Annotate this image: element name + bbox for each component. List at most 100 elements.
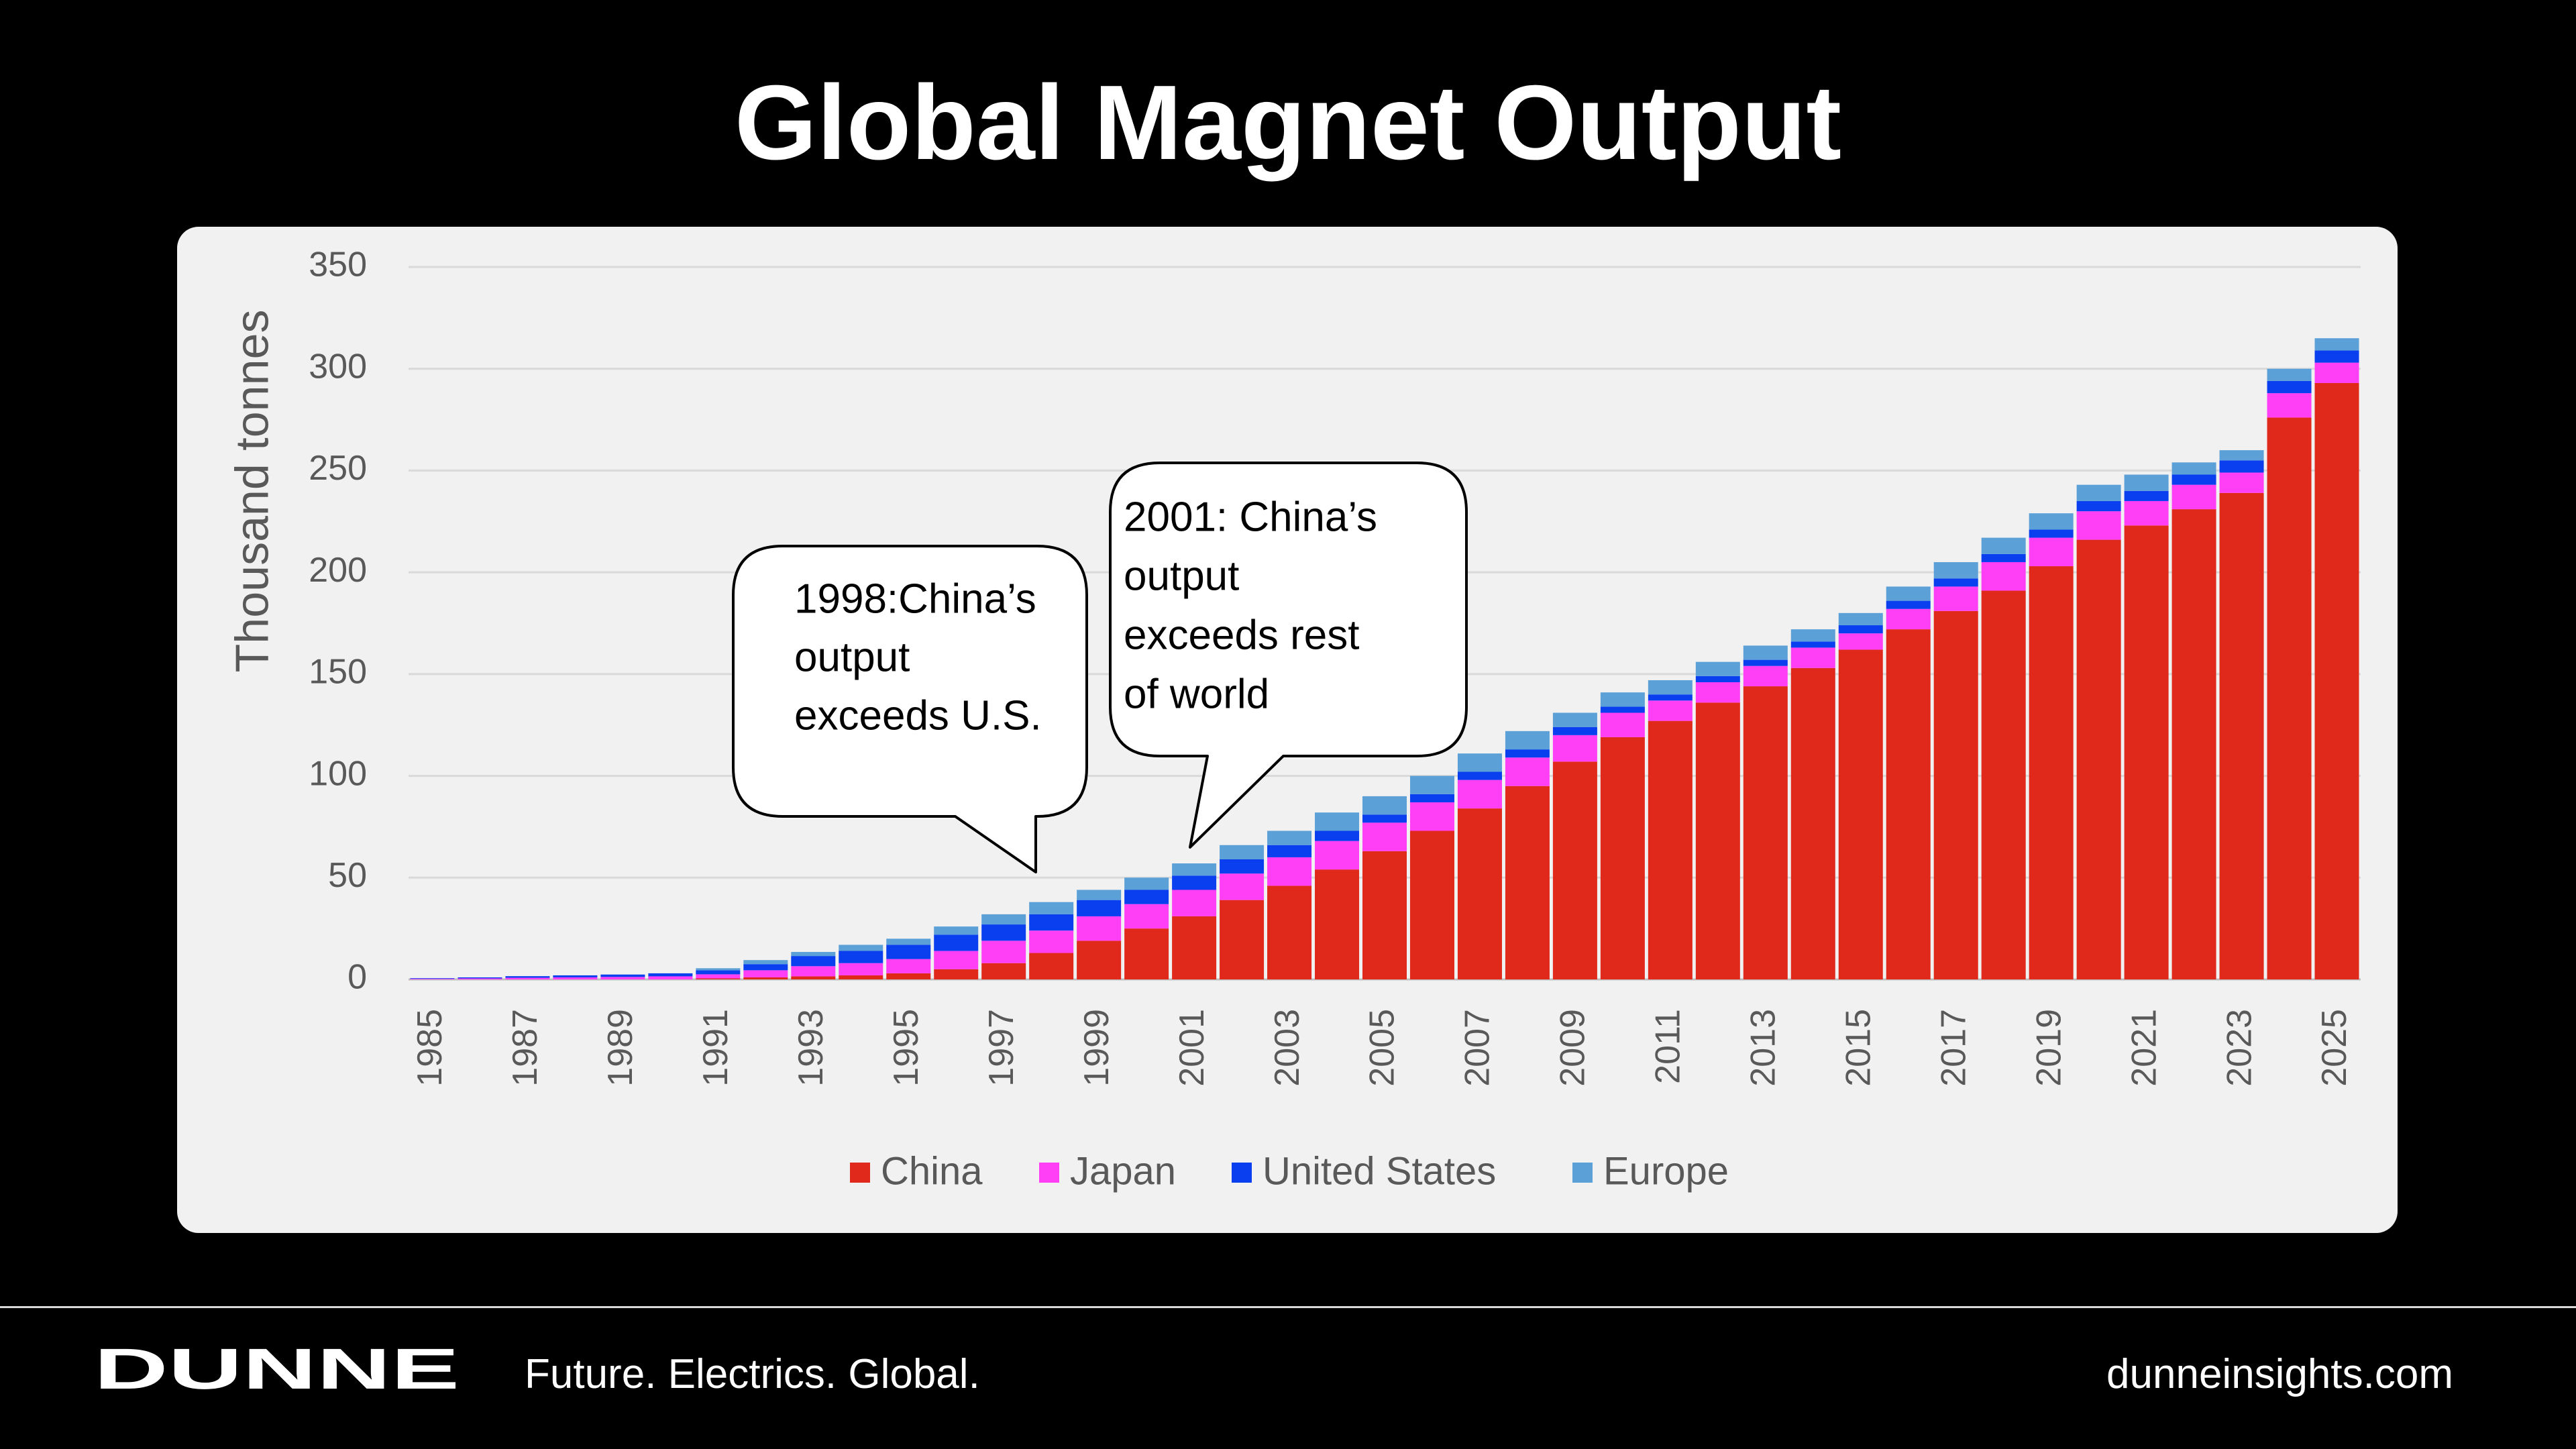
bar-europe-1994 (839, 945, 883, 951)
x-tick-label: 2019 (2029, 1009, 2068, 1087)
bar-japan-1986 (458, 978, 502, 979)
x-tick-label: 2011 (1649, 1009, 1688, 1084)
bar-europe-2001 (1172, 863, 1217, 876)
bar-europe-1993 (791, 952, 836, 957)
x-tick-label: 2013 (1744, 1009, 1783, 1087)
legend-item-japan[interactable]: Japan (1039, 1149, 1176, 1193)
annotation-callout-2001: 2001: China’s output exceeds rest of world (1109, 462, 1468, 849)
bar-japan-1989 (600, 977, 645, 979)
legend-item-europe[interactable]: Europe (1572, 1149, 1729, 1193)
bar-japan-2019 (2029, 537, 2074, 567)
bar-europe-2014 (1790, 629, 1835, 642)
y-tick-label: 50 (328, 856, 367, 895)
bar-europe-2020 (2076, 484, 2121, 501)
bar-europe-2002 (1220, 845, 1265, 859)
bar-europe-2009 (1552, 712, 1597, 727)
bar-china-2003 (1267, 885, 1312, 979)
y-tick-label: 300 (309, 347, 367, 386)
x-tick-label: 1985 (411, 1009, 449, 1087)
x-tick-label: 1995 (887, 1009, 926, 1087)
bar-united-states-2005 (1362, 814, 1407, 823)
bar-united-states-2015 (1838, 625, 1883, 634)
bar-japan-2018 (1981, 561, 2026, 591)
bar-japan-2009 (1552, 735, 1597, 762)
bar-japan-2010 (1600, 712, 1645, 737)
x-tick-label: 2007 (1458, 1009, 1497, 1087)
bar-united-states-2009 (1552, 727, 1597, 735)
bar-united-states-2006 (1409, 794, 1454, 803)
x-tick-label: 2009 (1554, 1009, 1593, 1087)
bar-china-1995 (886, 973, 931, 979)
bar-china-2014 (1790, 667, 1835, 979)
bar-europe-1997 (981, 914, 1026, 925)
y-tick-label: 100 (309, 754, 367, 793)
bar-europe-2003 (1267, 830, 1312, 845)
bar-united-states-1990 (648, 973, 693, 977)
y-tick-label: 0 (347, 958, 367, 997)
bar-japan-2002 (1220, 873, 1265, 900)
y-tick-label: 350 (309, 246, 367, 284)
callout-text-line: output (794, 634, 910, 680)
bar-japan-2012 (1695, 682, 1740, 703)
bar-china-1991 (696, 978, 741, 979)
bar-china-2020 (2076, 539, 2121, 979)
callout-text-line: exceeds U.S. (794, 692, 1042, 739)
bar-japan-2023 (2219, 472, 2264, 493)
bar-china-1997 (981, 963, 1026, 979)
bar-china-2018 (1981, 590, 2026, 979)
dunne-logo: DUNNE (94, 1347, 460, 1394)
bar-japan-1994 (839, 963, 883, 975)
bar-china-2022 (2171, 509, 2216, 979)
bar-united-states-2001 (1172, 875, 1217, 890)
bar-japan-2003 (1267, 857, 1312, 886)
bar-united-states-1989 (600, 974, 645, 977)
legend-label: United States (1263, 1149, 1496, 1193)
bar-europe-2007 (1457, 753, 1502, 772)
bar-europe-2015 (1838, 612, 1883, 626)
bar-united-states-2011 (1648, 694, 1693, 701)
footer-url[interactable]: dunneinsights.com (2106, 1351, 2453, 1397)
bar-united-states-2019 (2029, 529, 2074, 538)
bar-china-2008 (1505, 786, 1550, 979)
legend-item-united-states[interactable]: United States (1232, 1149, 1496, 1193)
callout-text-line: output (1124, 553, 1239, 599)
x-tick-label: 2025 (2315, 1009, 2354, 1087)
bar-united-states-2004 (1315, 830, 1360, 841)
bar-japan-2013 (1743, 665, 1788, 687)
bar-china-2021 (2124, 525, 2169, 979)
bar-united-states-2000 (1124, 890, 1169, 904)
y-tick-label: 150 (309, 653, 367, 692)
bar-china-1998 (1029, 953, 1074, 979)
footer-divider (0, 1306, 2576, 1308)
bar-japan-1991 (696, 974, 741, 979)
bar-united-states-2017 (1933, 578, 1978, 587)
x-tick-label: 1989 (601, 1009, 640, 1087)
x-tick-label: 2023 (2220, 1009, 2259, 1087)
bar-japan-2001 (1172, 890, 1217, 916)
x-tick-label: 1993 (792, 1009, 830, 1087)
bar-china-2000 (1124, 928, 1169, 979)
bar-china-2006 (1409, 830, 1454, 979)
bar-china-2019 (2029, 566, 2074, 979)
annotations: 1998:China’s output exceeds U.S. 2001: Chin… (732, 462, 1468, 873)
bar-europe-2018 (1981, 537, 2026, 554)
page-title: Global Magnet Output (734, 64, 1842, 182)
chart-panel: 0 50 100 150 200 250 300 350 1985 1987 1989 1991 19… (177, 227, 2398, 1233)
legend-item-china[interactable]: China (850, 1149, 983, 1193)
bar-japan-2005 (1362, 822, 1407, 851)
legend-label: Japan (1070, 1149, 1176, 1193)
bar-united-states-1993 (791, 956, 836, 967)
bar-united-states-2008 (1505, 749, 1550, 758)
bar-japan-1995 (886, 959, 931, 973)
bar-china-2007 (1457, 808, 1502, 979)
bar-japan-1997 (981, 941, 1026, 963)
bar-japan-2017 (1933, 586, 1978, 611)
bar-europe-2025 (2314, 338, 2359, 351)
bar-japan-2025 (2314, 362, 2359, 383)
bar-europe-1995 (886, 938, 931, 945)
bar-europe-1998 (1029, 902, 1074, 914)
legend[interactable]: China Japan United States Europe (850, 1149, 1729, 1193)
bar-china-2023 (2219, 492, 2264, 979)
y-tick-label: 250 (309, 449, 367, 488)
bar-china-1996 (934, 969, 979, 979)
